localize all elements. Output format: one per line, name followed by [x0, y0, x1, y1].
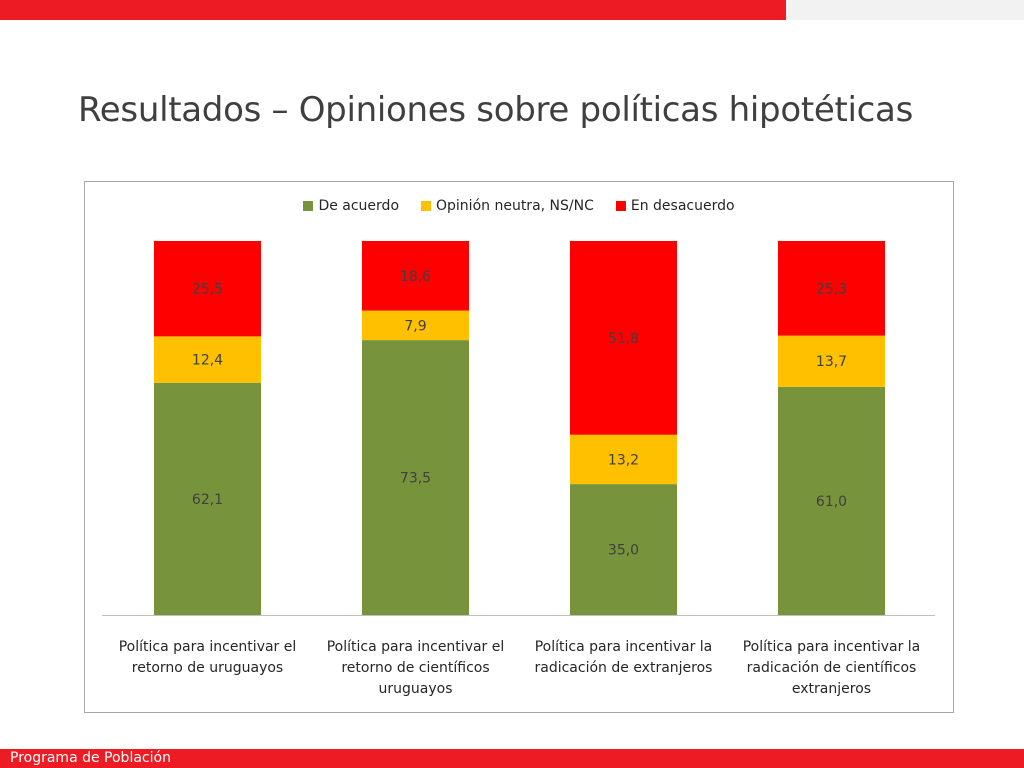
- legend-item-opinion-neutra: Opinión neutra, NS/NC: [421, 198, 594, 214]
- category-label: radicación de científicos: [747, 660, 917, 676]
- category-label: Política para incentivar la: [535, 639, 713, 655]
- data-label: 18,6: [400, 269, 431, 285]
- legend-swatch-de-acuerdo: [303, 201, 314, 211]
- bar-segment: [362, 310, 469, 341]
- category-label: Política para incentivar el: [327, 639, 505, 655]
- category-label: retorno de uruguayos: [132, 660, 283, 676]
- bar-segment: [154, 241, 261, 337]
- bar-segment: [570, 484, 677, 615]
- category-label: Política para incentivar el: [119, 639, 297, 655]
- data-label: 13,2: [608, 452, 639, 468]
- legend-item-en-desacuerdo: En desacuerdo: [615, 198, 735, 214]
- stacked-bar-chart: 62,1 12,4 25,5 Política para incentivar el r…: [102, 241, 935, 697]
- bar-segment: [362, 340, 469, 615]
- bar-segment: [778, 241, 885, 336]
- data-label: 73,5: [400, 471, 431, 487]
- data-label: 25,5: [192, 282, 223, 298]
- bar-segment: [154, 382, 261, 615]
- bar-segment: [154, 336, 261, 383]
- bar-segment: [570, 434, 677, 485]
- top-accent-bar-grey: [786, 0, 1024, 20]
- data-label: 35,0: [608, 543, 639, 559]
- data-label: 25,3: [816, 281, 847, 297]
- category-label: radicación de extranjeros: [535, 660, 713, 676]
- legend-swatch-en-desacuerdo: [615, 201, 626, 211]
- bar-segment: [362, 241, 469, 311]
- slide-title: Resultados – Opiniones sobre políticas h…: [78, 90, 913, 130]
- data-label: 13,7: [816, 354, 847, 370]
- bar-segment: [570, 241, 677, 435]
- bar-segment: [778, 335, 885, 387]
- chart-legend: De acuerdo Opinión neutra, NS/NC En desa…: [85, 198, 953, 214]
- chart-frame: De acuerdo Opinión neutra, NS/NC En desa…: [84, 181, 954, 713]
- category-label: retorno de científicos: [341, 660, 489, 676]
- category-label: extranjeros: [792, 681, 871, 697]
- footer-text: Programa de Población: [10, 750, 171, 766]
- category-label: Política para incentivar la: [743, 639, 921, 655]
- legend-swatch-opinion-neutra: [421, 201, 432, 211]
- data-label: 7,9: [404, 318, 426, 334]
- legend-label-de-acuerdo: De acuerdo: [318, 198, 400, 214]
- data-label: 61,0: [816, 494, 847, 510]
- data-label: 12,4: [192, 353, 223, 369]
- legend-item-de-acuerdo: De acuerdo: [303, 198, 399, 214]
- top-accent-bar: [0, 0, 786, 20]
- data-label: 62,1: [192, 492, 223, 508]
- legend-label-en-desacuerdo: En desacuerdo: [630, 198, 735, 214]
- footer-bar: Programa de Población: [0, 749, 1024, 768]
- data-label: 51,8: [608, 331, 639, 347]
- bar-segment: [778, 386, 885, 615]
- legend-label-opinion-neutra: Opinión neutra, NS/NC: [436, 198, 594, 214]
- category-label: uruguayos: [379, 681, 453, 697]
